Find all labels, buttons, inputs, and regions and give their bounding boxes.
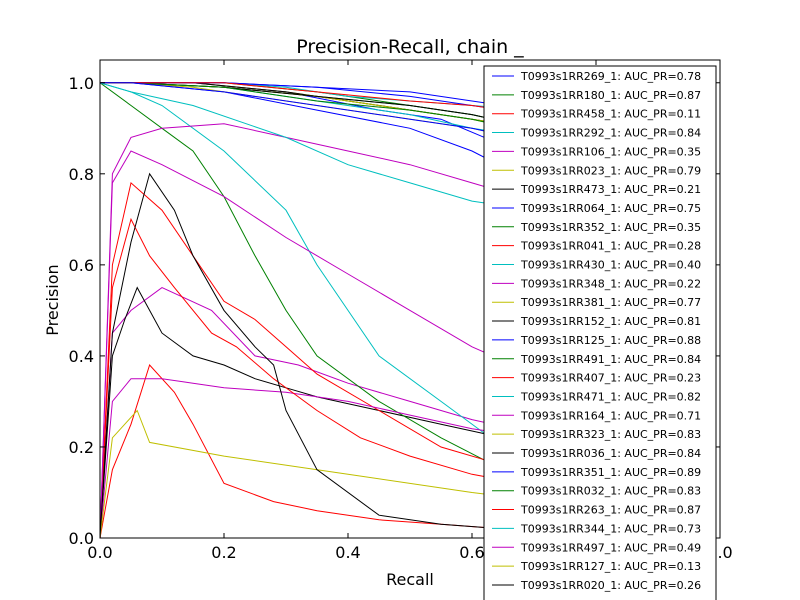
legend-entry-0: T0993s1RR269_1: AUC_PR=0.78	[520, 70, 701, 83]
legend-entry-5: T0993s1RR023_1: AUC_PR=0.79	[520, 164, 701, 177]
legend-entry-9: T0993s1RR041_1: AUC_PR=0.28	[520, 240, 701, 253]
series-line-8	[100, 82, 547, 484]
legend-entry-24: T0993s1RR344_1: AUC_PR=0.73	[520, 522, 701, 535]
series-line-11	[100, 378, 547, 538]
x-tick-label-3: 0.6	[459, 543, 484, 562]
series-line-1	[100, 82, 547, 134]
legend-entry-17: T0993s1RR471_1: AUC_PR=0.82	[520, 390, 701, 403]
y-tick-label-0: 0.0	[69, 529, 94, 548]
legend-entry-21: T0993s1RR351_1: AUC_PR=0.89	[520, 466, 701, 479]
legend-entry-7: T0993s1RR064_1: AUC_PR=0.75	[520, 202, 701, 215]
legend-entry-13: T0993s1RR152_1: AUC_PR=0.81	[520, 315, 701, 328]
legend-entry-11: T0993s1RR348_1: AUC_PR=0.22	[520, 277, 701, 290]
x-axis-label: Recall	[386, 570, 434, 589]
series-line-9	[100, 181, 547, 538]
y-tick-label-4: 0.8	[69, 165, 94, 184]
x-tick-label-1: 0.2	[211, 543, 236, 562]
series-line-6	[100, 286, 547, 538]
legend-entry-26: T0993s1RR127_1: AUC_PR=0.13	[520, 560, 701, 573]
legend-entry-6: T0993s1RR473_1: AUC_PR=0.21	[520, 183, 701, 196]
y-tick-label-3: 0.6	[69, 256, 94, 275]
legend-entry-23: T0993s1RR263_1: AUC_PR=0.87	[520, 504, 701, 517]
y-tick-label-2: 0.4	[69, 347, 94, 366]
chart-title: Precision-Recall, chain _	[296, 36, 524, 58]
y-tick-label-5: 1.0	[69, 74, 94, 93]
series-line-13	[100, 82, 547, 134]
legend-entry-8: T0993s1RR352_1: AUC_PR=0.35	[520, 221, 701, 234]
series-line-20	[100, 82, 547, 134]
x-tick-label-0: 0.0	[87, 543, 112, 562]
series-line-2	[100, 364, 547, 538]
legend-entry-16: T0993s1RR407_1: AUC_PR=0.23	[520, 372, 701, 385]
legend-entry-14: T0993s1RR125_1: AUC_PR=0.88	[520, 334, 701, 347]
legend-entry-2: T0993s1RR458_1: AUC_PR=0.11	[520, 108, 701, 121]
legend-entry-1: T0993s1RR180_1: AUC_PR=0.87	[520, 89, 701, 102]
legend-box	[483, 65, 717, 600]
series-line-15	[100, 82, 547, 134]
legend-entry-28: T0993s1RR312_1: AUC_PR=0.79	[520, 598, 701, 600]
plot-frame	[99, 59, 721, 539]
series-line-24	[100, 82, 547, 216]
series-line-10	[100, 82, 547, 471]
x-tick-label-2: 0.4	[335, 543, 360, 562]
legend-entry-22: T0993s1RR032_1: AUC_PR=0.83	[520, 485, 701, 498]
series-layer	[100, 82, 547, 538]
series-line-16	[100, 217, 547, 538]
series-line-25	[100, 150, 547, 538]
legend-entry-15: T0993s1RR491_1: AUC_PR=0.84	[520, 353, 701, 366]
series-line-27	[100, 172, 547, 538]
legend-entry-4: T0993s1RR106_1: AUC_PR=0.35	[520, 145, 701, 158]
legend-entry-19: T0993s1RR323_1: AUC_PR=0.83	[520, 428, 701, 441]
series-line-4	[100, 287, 547, 538]
legend: T0993s1RR269_1: AUC_PR=0.78 T0993s1RR180_…	[483, 65, 717, 600]
legend-entry-25: T0993s1RR497_1: AUC_PR=0.49	[520, 541, 701, 554]
legend-entry-12: T0993s1RR381_1: AUC_PR=0.77	[520, 296, 701, 309]
legend-entry-10: T0993s1RR430_1: AUC_PR=0.40	[520, 259, 701, 272]
y-axis-label: Precision	[43, 264, 62, 335]
series-line-19	[100, 82, 547, 134]
series-line-17	[100, 82, 547, 143]
series-line-14	[100, 82, 547, 120]
legend-entry-20: T0993s1RR036_1: AUC_PR=0.84	[520, 447, 701, 460]
series-line-26	[100, 409, 547, 538]
legend-entry-18: T0993s1RR164_1: AUC_PR=0.71	[520, 409, 701, 422]
y-tick-label-1: 0.2	[69, 438, 94, 457]
series-line-0	[100, 82, 547, 157]
legend-entry-27: T0993s1RR020_1: AUC_PR=0.26	[520, 579, 701, 592]
legend-entry-3: T0993s1RR292_1: AUC_PR=0.84	[520, 127, 701, 140]
